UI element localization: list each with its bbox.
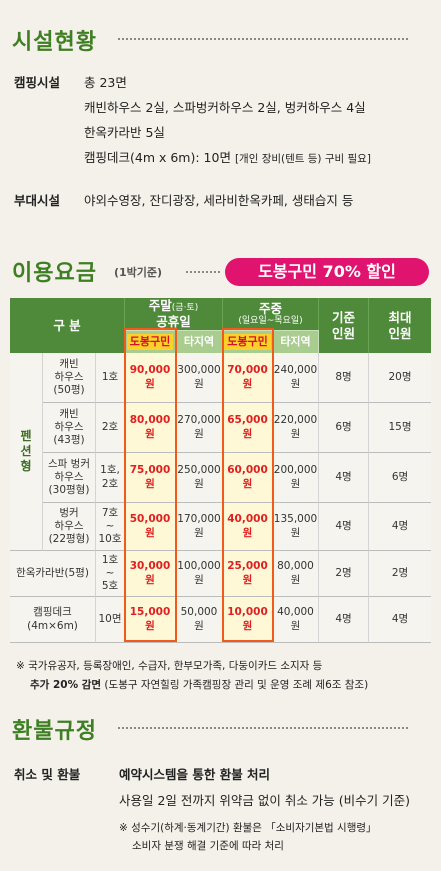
weekend-resident-price: 80,000원 — [125, 403, 176, 453]
resident-tag: 도봉구민 — [224, 334, 271, 350]
header-weekend-title: 주말 — [148, 298, 172, 314]
row-name: 한옥카라반(5평) — [10, 551, 96, 597]
weekday-resident-price: 25,000원 — [223, 551, 273, 597]
discount-note-line1: ※ 국가유공자, 등록장애인, 수급자, 한부모가족, 다둥이카드 소지자 등 — [16, 660, 323, 672]
weekend-resident-price: 90,000원 — [125, 353, 176, 403]
header-weekday-title: 주중 — [258, 300, 282, 316]
header-weekday: 주중 (일요일~목요일) — [223, 298, 319, 330]
weekday-other-price: 200,000원 — [273, 453, 319, 503]
row-number: 2호 — [96, 403, 125, 453]
row-number: 7호 ~ 10호 — [96, 503, 125, 551]
weekday-other-price: 135,000원 — [273, 503, 319, 551]
weekend-other-price: 50,000원 — [176, 597, 223, 643]
weekday-resident-price: 60,000원 — [223, 453, 273, 503]
weekend-other-price: 100,000원 — [176, 551, 223, 597]
camping-line3: 캠핑데크(4m x 6m): 10면 [개인 장비(텐트 등) 구비 필요] — [84, 147, 371, 166]
refund-line2: 사용일 2일 전까지 위약금 없이 취소 가능 (비수기 기준) — [119, 793, 410, 808]
pricing-unit: (1박기준) — [114, 266, 163, 279]
resident-discount-badge: 도봉구민 70% 할인 — [225, 258, 429, 286]
base-capacity: 8명 — [319, 353, 369, 403]
header-weekend-other: 타지역 — [176, 330, 223, 353]
discount-note-bold: 추가 20% 감면 — [30, 679, 102, 691]
max-capacity: 15명 — [369, 403, 431, 453]
pension-type-label: 펜 션 형 — [10, 353, 43, 551]
row-number: 1호 ~ 5호 — [96, 551, 125, 597]
refund-divider — [118, 727, 408, 729]
row-name: 벙커 하우스 (22평형) — [43, 503, 96, 551]
weekday-other-price: 80,000원 — [273, 551, 319, 597]
camping-line2: 한옥카라반 5실 — [84, 125, 165, 140]
row-number: 1호 — [96, 353, 125, 403]
header-base-capacity: 기준 인원 — [319, 298, 369, 353]
refund-note2: 소비자 분쟁 해결 기준에 따라 처리 — [132, 840, 284, 852]
weekend-other-price: 170,000원 — [176, 503, 223, 551]
row-number: 10면 — [96, 597, 125, 643]
header-weekday-sub: (일요일~목요일) — [238, 316, 303, 327]
base-capacity: 2명 — [319, 551, 369, 597]
aux-label: 부대시설 — [14, 193, 61, 208]
refund-note1: ※ 성수기(하계·동계기간) 환불은 「소비자기본법 시행령」 — [119, 822, 377, 834]
row-name: 스파 벙커 하우스 (30평형) — [43, 453, 96, 503]
title-divider — [118, 38, 408, 40]
header-weekend: 주말(금·토) 공휴일 — [125, 298, 223, 330]
weekend-resident-price: 15,000원 — [125, 597, 176, 643]
weekday-resident-price: 70,000원 — [223, 353, 273, 403]
weekend-other-price: 270,000원 — [176, 403, 223, 453]
camping-line1: 캐빈하우스 2실, 스파벙커하우스 2실, 벙커하우스 4실 — [84, 100, 366, 115]
max-capacity: 4명 — [369, 503, 431, 551]
weekend-resident-price: 50,000원 — [125, 503, 176, 551]
base-capacity: 4명 — [319, 503, 369, 551]
facilities-title: 시설현황 — [12, 30, 97, 55]
camping-label: 캠핑시설 — [14, 75, 61, 90]
weekend-resident-price: 75,000원 — [125, 453, 176, 503]
pricing-table: 구 분 주말(금·토) 공휴일 주중 (일요일~목요일) 기준 인원 최대 인원… — [10, 298, 431, 643]
row-name: 캐빈 하우스 (43평) — [43, 403, 96, 453]
weekend-other-price: 250,000원 — [176, 453, 223, 503]
weekend-resident-price: 30,000원 — [125, 551, 176, 597]
refund-title: 환불규정 — [12, 719, 97, 744]
weekday-other-price: 40,000원 — [273, 597, 319, 643]
refund-main: 예약시스템을 통한 환불 처리 — [119, 767, 271, 782]
weekday-resident-price: 10,000원 — [223, 597, 273, 643]
row-name: 캐빈 하우스 (50평) — [43, 353, 96, 403]
max-capacity: 20명 — [369, 353, 431, 403]
refund-label: 취소 및 환불 — [14, 767, 81, 782]
pricing-title: 이용요금 — [12, 261, 97, 286]
weekday-resident-price: 65,000원 — [223, 403, 273, 453]
aux-text: 야외수영장, 잔디광장, 세라비한옥카페, 생태습지 등 — [84, 193, 354, 208]
base-capacity: 4명 — [319, 453, 369, 503]
max-capacity: 2명 — [369, 551, 431, 597]
camping-total: 총 23면 — [84, 75, 127, 90]
header-weekend-paren: (금·토) — [171, 303, 199, 314]
header-weekend-sub: 공휴일 — [156, 314, 191, 330]
max-capacity: 6명 — [369, 453, 431, 503]
row-number: 1호, 2호 — [96, 453, 125, 503]
discount-note-line2: 추가 20% 감면 (도봉구 자연힐링 가족캠핑장 관리 및 운영 조례 제6조… — [30, 677, 368, 692]
discount-note-rest: (도봉구 자연힐링 가족캠핑장 관리 및 운영 조례 제6조 참조) — [101, 679, 369, 691]
weekday-resident-price: 40,000원 — [223, 503, 273, 551]
header-weekday-other: 타지역 — [273, 330, 319, 353]
weekday-other-price: 220,000원 — [273, 403, 319, 453]
header-max-capacity: 최대 인원 — [369, 298, 431, 353]
camping-deck-text: 캠핑데크(4m x 6m): 10면 — [84, 150, 231, 165]
pricing-divider — [186, 271, 220, 273]
camping-deck-note: [개인 장비(텐트 등) 구비 필요] — [234, 153, 371, 165]
max-capacity: 4명 — [369, 597, 431, 643]
row-name: 캠핑데크 (4m×6m) — [10, 597, 96, 643]
header-weekend-resident: 도봉구민 — [125, 330, 176, 353]
header-category: 구 분 — [10, 298, 125, 353]
weekend-other-price: 300,000원 — [176, 353, 223, 403]
header-weekday-resident: 도봉구민 — [223, 330, 273, 353]
base-capacity: 4명 — [319, 597, 369, 643]
weekday-other-price: 240,000원 — [273, 353, 319, 403]
resident-tag: 도봉구민 — [126, 334, 174, 350]
base-capacity: 6명 — [319, 403, 369, 453]
